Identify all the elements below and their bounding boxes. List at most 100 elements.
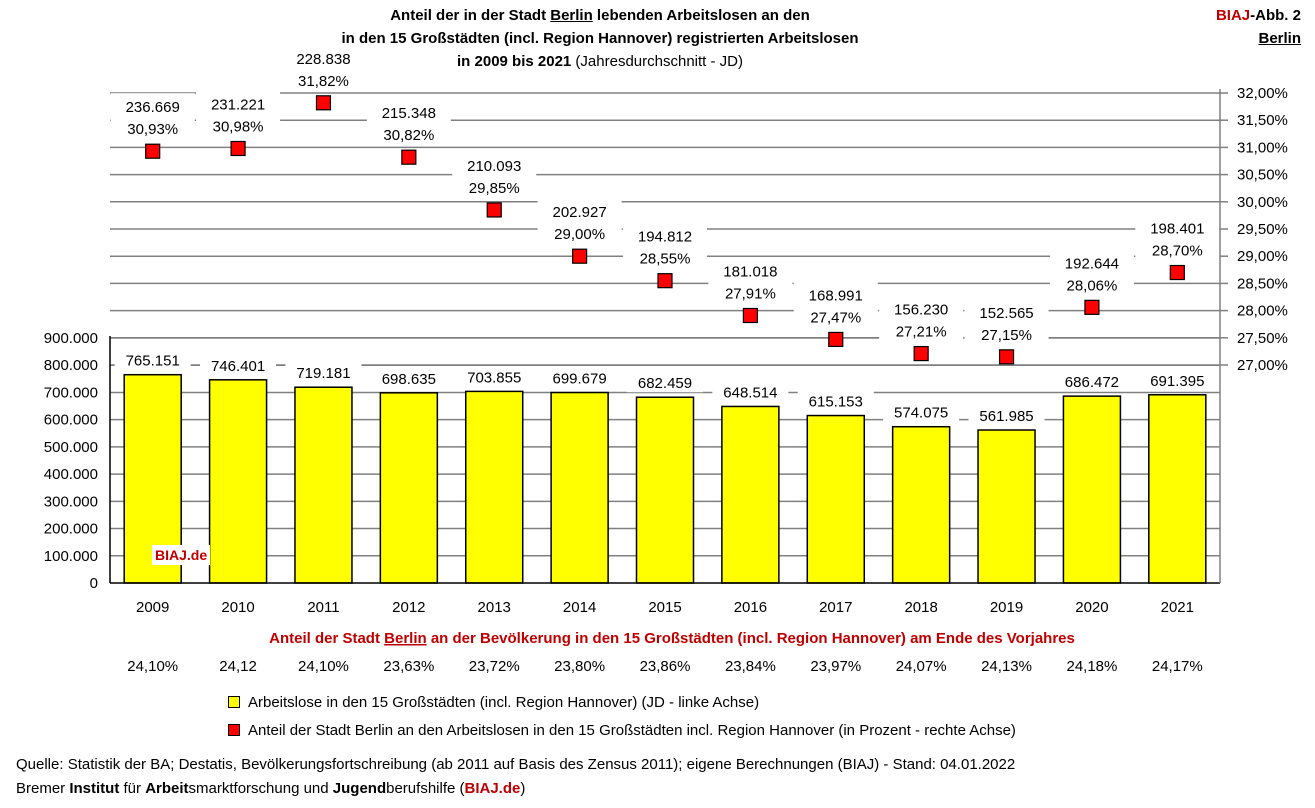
- marker-pct-label: 29,85%: [469, 180, 520, 197]
- right-axis-tick-label: 30,50%: [1237, 167, 1288, 184]
- population-share-value: 23,63%: [383, 658, 434, 675]
- bar-label-bg: [370, 367, 447, 388]
- right-axis-tick-label: 28,50%: [1237, 275, 1288, 292]
- bar-label-bg: [541, 367, 618, 388]
- marker-pct-label: 27,15%: [981, 327, 1032, 344]
- marker-count-label: 215.348: [382, 105, 436, 122]
- left-axis-tick-label: 900.000: [44, 330, 98, 347]
- x-category-label: 2020: [1075, 599, 1108, 616]
- bar-value-label: 719.181: [296, 365, 350, 382]
- legend-item-bars: Arbeitslose in den 15 Großstädten (incl.…: [228, 694, 759, 711]
- population-share-value: 23,84%: [725, 658, 776, 675]
- x-category-label: 2017: [819, 599, 852, 616]
- x-category-label: 2012: [392, 599, 425, 616]
- population-share-title: Anteil der Stadt Berlin an der Bevölkeru…: [269, 630, 1075, 647]
- bar-value-label: 574.075: [894, 405, 948, 422]
- badge-abb: -Abb. 2: [1250, 7, 1301, 24]
- left-axis-tick-label: 300.000: [44, 493, 98, 510]
- population-share-title-post: an der Bevölkerung in den 15 Großstädten…: [427, 630, 1075, 647]
- marker-point: [401, 149, 417, 165]
- population-share-value: 23,72%: [469, 658, 520, 675]
- bar-value-label: 615.153: [809, 394, 863, 411]
- title-line1-pre: Anteil der in der Stadt: [390, 7, 551, 24]
- bar-label-bg: [883, 401, 960, 422]
- right-axis-tick-label: 27,00%: [1237, 357, 1288, 374]
- marker-point: [742, 307, 758, 324]
- population-share-value: 23,97%: [810, 658, 861, 675]
- x-category-label: 2021: [1161, 599, 1194, 616]
- bar-label-bg: [712, 381, 789, 402]
- left-axis-tick-label: 800.000: [44, 357, 98, 374]
- inst-c: für: [119, 780, 146, 797]
- bar: [806, 414, 866, 584]
- marker-point: [1169, 264, 1185, 281]
- marker-point: [572, 248, 588, 264]
- bar: [635, 396, 695, 584]
- bar: [1062, 395, 1122, 584]
- bar-label-bg: [627, 372, 703, 393]
- watermark-biaj: BIAJ.de: [152, 545, 211, 565]
- marker-label-bg: [110, 93, 195, 138]
- marker-point: [828, 331, 844, 348]
- population-share-value: 23,80%: [554, 658, 605, 675]
- bar-value-label: 765.151: [126, 353, 180, 370]
- institute-line: Bremer Institut für Arbeitsmarktforschun…: [16, 780, 525, 797]
- marker-point: [998, 349, 1015, 365]
- badge-city: Berlin: [1258, 30, 1301, 47]
- bar: [1148, 394, 1207, 584]
- bar: [721, 405, 780, 584]
- marker-pct-label: 28,06%: [1066, 277, 1117, 294]
- right-axis-tick-label: 29,50%: [1237, 221, 1288, 238]
- marker-label-bg: [196, 90, 281, 135]
- marker-label-bg: [879, 295, 964, 340]
- legend-bar-label: Arbeitslose in den 15 Großstädten (incl.…: [248, 694, 760, 711]
- bar: [379, 392, 439, 584]
- right-axis-tick-label: 30,00%: [1237, 194, 1288, 211]
- bar-label-bg: [285, 362, 362, 383]
- bar-value-label: 686.472: [1065, 374, 1119, 391]
- bar: [464, 390, 524, 584]
- marker-pct-label: 27,47%: [810, 309, 861, 326]
- marker-point: [315, 95, 332, 111]
- x-category-label: 2016: [734, 599, 767, 616]
- marker-count-label: 228.838: [296, 51, 350, 68]
- marker-count-label: 168.991: [809, 287, 863, 304]
- x-category-label: 2014: [563, 599, 596, 616]
- bar-label-bg: [1139, 369, 1216, 390]
- bar-value-label: 746.401: [211, 358, 265, 375]
- x-category-label: 2015: [648, 599, 681, 616]
- x-category-label: 2013: [478, 599, 511, 616]
- marker-label-bg: [281, 44, 366, 89]
- bar-label-bg: [968, 405, 1045, 426]
- marker-count-label: 202.927: [552, 204, 606, 221]
- left-axis-tick-label: 600.000: [44, 412, 98, 429]
- marker-count-label: 231.221: [211, 96, 265, 113]
- bar-label-bg: [456, 366, 533, 387]
- left-axis-tick-label: 200.000: [44, 521, 98, 538]
- bar-value-label: 691.395: [1150, 373, 1204, 390]
- inst-d: Arbeit: [145, 780, 189, 797]
- source-line: Quelle: Statistik der BA; Destatis, Bevö…: [16, 756, 1016, 773]
- marker-pct-label: 27,21%: [896, 324, 947, 341]
- marker-label-bg: [1049, 249, 1134, 294]
- bar: [550, 391, 609, 584]
- title-line3-note: (Jahresdurchschnitt - JD): [571, 53, 743, 70]
- population-share-value: 24,18%: [1066, 658, 1117, 675]
- bar-label-bg: [797, 390, 874, 411]
- left-axis-tick-label: 500.000: [44, 439, 98, 456]
- inst-i: ): [520, 780, 526, 797]
- x-category-label: 2010: [221, 599, 254, 616]
- bar-value-label: 682.459: [638, 375, 692, 392]
- marker-pct-label: 30,82%: [383, 127, 434, 144]
- population-share-title-pre: Anteil der Stadt: [269, 630, 384, 647]
- marker-pct-label: 30,98%: [213, 118, 264, 135]
- marker-pct-label: 29,00%: [554, 226, 605, 243]
- inst-e: smarktforschung und: [188, 780, 333, 797]
- marker-label-bg: [366, 99, 451, 144]
- marker-point: [230, 140, 246, 157]
- marker-label-bg: [537, 198, 622, 243]
- marker-point: [486, 202, 502, 218]
- right-axis-tick-label: 32,00%: [1237, 85, 1288, 102]
- marker-count-label: 181.018: [723, 263, 777, 280]
